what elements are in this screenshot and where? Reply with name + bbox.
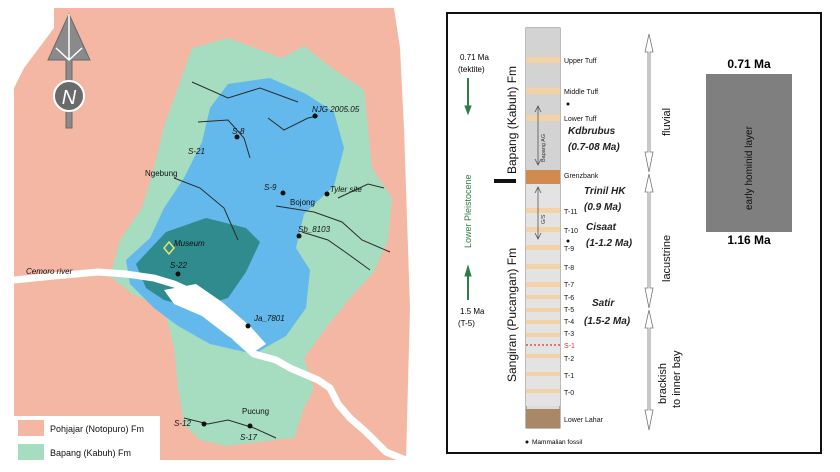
site-point-s17 — [247, 423, 253, 429]
fauna-name-3: Satir — [592, 298, 615, 309]
north-letter: N — [62, 87, 77, 109]
layer-upper-tuff — [526, 57, 560, 63]
layer-label-16: T-0 — [564, 390, 574, 397]
layer-label-7: T-8 — [564, 265, 574, 272]
museum-icon — [163, 240, 175, 256]
site-point-sb — [296, 233, 302, 239]
site-points — [175, 113, 330, 429]
layer-label-11: T-4 — [564, 319, 574, 326]
label-ngebung: Ngebung — [145, 169, 177, 178]
layer-label-8: T-7 — [564, 282, 574, 289]
age-top-sub: (tektite) — [458, 65, 485, 74]
env-fluvial: fluvial — [661, 108, 673, 136]
inner-label-bapang: Bapang AG — [541, 134, 547, 162]
layer-label-9: T-6 — [564, 295, 574, 302]
label-cemoro: Cemoro river — [26, 267, 73, 276]
map-svg: N NJG 2005.05 S-8 S-21 S-9 Tyler site Sb… — [13, 8, 416, 464]
env-brackish: brackish — [657, 363, 669, 404]
fauna-age-0: (0.7-08 Ma) — [568, 142, 620, 153]
label-ja: Ja_7801 — [253, 314, 285, 323]
formation-boundary — [494, 179, 516, 183]
label-ngj: NJG 2005.05 — [312, 105, 360, 114]
stratigraphic-column-panel: 0.71 Ma (tektite) 1.5 Ma (T-5) Lower Ple… — [446, 12, 822, 454]
layer-label-14: T-2 — [564, 356, 574, 363]
layer-label-0: Upper Tuff — [564, 58, 597, 65]
fauna-age-2: (1-1.2 Ma) — [586, 238, 633, 249]
site-point-ja — [245, 323, 251, 329]
fauna-name-0: Kdbrubus — [568, 126, 616, 137]
label-museum: Museum — [174, 239, 205, 248]
label-pucung: Pucung — [242, 407, 269, 416]
hominid-layer-box — [706, 74, 792, 232]
layer-label-4: T-11 — [564, 209, 578, 216]
site-point-ngj — [312, 113, 318, 119]
epoch-arrow — [464, 78, 472, 300]
label-s22: S-22 — [170, 261, 187, 270]
layer-lower-tuff — [526, 115, 560, 121]
layer-middle-tuff — [526, 88, 560, 94]
site-point-s8 — [234, 134, 240, 140]
layer-label-2: Lower Tuff — [564, 116, 597, 123]
env-inner-bay: to inner bay — [671, 350, 683, 408]
geologic-map: N NJG 2005.05 S-8 S-21 S-9 Tyler site Sb… — [13, 8, 416, 464]
hominid-top-age: 0.71 Ma — [727, 57, 771, 71]
layer-grenzbank — [526, 170, 560, 184]
label-s12: S-12 — [174, 419, 191, 428]
site-point-tyler — [324, 191, 330, 197]
river-white-patch — [164, 284, 266, 352]
legend-label-bapang: Bapang (Kabuh) Fm — [50, 448, 131, 458]
env-lacustrine: lacustrine — [661, 235, 673, 282]
formation-upper: Bapang (Kabuh) Fm — [505, 66, 519, 174]
age-bottom-sub: (T-5) — [458, 319, 475, 328]
north-arrow-icon: N — [47, 12, 91, 129]
formation-lower: Sangiran (Pucangan) Fm — [505, 248, 519, 382]
fauna-name-1: Trinil HK — [584, 186, 626, 197]
layer-label-12: T-3 — [564, 331, 574, 338]
footnote: Mammalian fossil — [532, 439, 583, 446]
strat-svg: 0.71 Ma (tektite) 1.5 Ma (T-5) Lower Ple… — [446, 12, 822, 454]
cemoro-river — [13, 268, 408, 464]
legend-label-pohjajar: Pohjajar (Notopuro) Fm — [50, 424, 144, 434]
inner-label-gs: G/S — [541, 214, 547, 224]
label-s17: S-17 — [240, 433, 257, 442]
fossil-markers — [566, 102, 570, 243]
legend-swatch-pohjajar — [18, 420, 44, 436]
map-legend: Pohjajar (Notopuro) Fm Bapang (Kabuh) Fm — [14, 416, 160, 460]
layer-label-1: Middle Tuff — [564, 89, 598, 96]
fauna-name-2: Cisaat — [586, 222, 617, 233]
site-point-s22 — [175, 271, 181, 277]
hominid-label: early hominid layer — [744, 125, 755, 210]
fauna-age-1: (0.9 Ma) — [584, 202, 622, 213]
age-bottom: 1.5 Ma — [460, 307, 485, 316]
layer-label-15: T-1 — [564, 373, 574, 380]
site-point-s9 — [280, 190, 286, 196]
label-s8: S-8 — [232, 127, 245, 136]
label-tyler: Tyler site — [330, 185, 362, 194]
layer-lower-lahar — [526, 409, 560, 428]
epoch-label: Lower Pleistocene — [463, 174, 473, 248]
layer-label-17: Lower Lahar — [564, 417, 604, 424]
layer-label-3: Grenzbank — [564, 173, 599, 180]
environment-arrows — [644, 33, 654, 431]
label-s21: S-21 — [188, 147, 205, 156]
age-top: 0.71 Ma — [460, 53, 489, 62]
fauna-age-3: (1.5-2 Ma) — [584, 316, 631, 327]
site-point-s12 — [201, 421, 207, 427]
strat-column: Bapang AG G/S — [525, 27, 561, 429]
legend-swatch-bapang — [18, 444, 44, 460]
label-sb: Sb_8103 — [298, 225, 331, 234]
layer-label-10: T-5 — [564, 307, 574, 314]
hominid-bottom-age: 1.16 Ma — [727, 233, 771, 247]
label-s9: S-9 — [264, 183, 277, 192]
layer-label-5: T-10 — [564, 228, 578, 235]
label-bojong: Bojong — [290, 198, 315, 207]
layer-label-13: S-1 — [564, 343, 575, 350]
footnote-dot — [525, 440, 529, 444]
layer-label-6: T-9 — [564, 246, 574, 253]
